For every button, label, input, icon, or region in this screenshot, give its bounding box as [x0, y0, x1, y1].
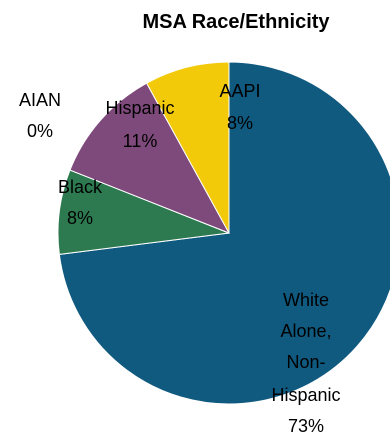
- slice-label-hispanic: Hispanic 11%: [105, 98, 174, 151]
- slice-value-white: 73%: [288, 416, 324, 436]
- slice-name-aapi: AAPI: [219, 81, 260, 101]
- slice-label-white-line1: White: [283, 290, 329, 310]
- pie-slice-white-alone-non-hispanic: [58, 61, 390, 405]
- slice-name-hispanic: Hispanic: [105, 98, 174, 118]
- slice-label-aian: AIAN 0%: [19, 90, 61, 141]
- slice-name-black: Black: [58, 177, 103, 197]
- slice-value-hispanic: 11%: [123, 131, 158, 151]
- pie-slice-hispanic: [69, 82, 231, 234]
- pie-slice-aapi: [145, 61, 230, 234]
- slice-label-white-line2: Alone,: [280, 321, 331, 341]
- slice-value-black: 8%: [67, 208, 93, 228]
- chart-title: MSA Race/Ethnicity: [142, 11, 330, 33]
- slice-value-aapi: 8%: [227, 113, 253, 133]
- slice-label-white: White Alone, Non- Hispanic 73%: [271, 290, 340, 436]
- slice-name-aian: AIAN: [19, 90, 61, 110]
- slice-label-white-line3: Non-: [286, 352, 325, 372]
- pie-slices: [57, 61, 390, 405]
- slice-label-black: Black 8%: [58, 177, 103, 228]
- slice-label-aapi: AAPI 8%: [219, 81, 260, 133]
- slice-label-white-line4: Hispanic: [271, 385, 340, 405]
- slice-value-aian: 0%: [27, 121, 53, 141]
